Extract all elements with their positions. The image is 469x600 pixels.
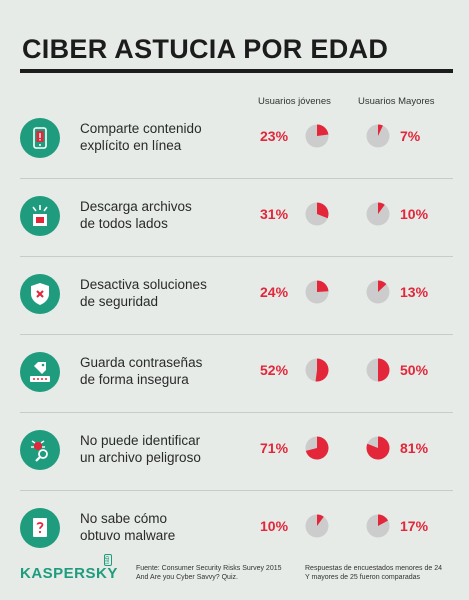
percent-old: 17% — [400, 518, 429, 534]
pie-young — [305, 124, 329, 148]
row-label-line1: Comparte contenido — [80, 121, 202, 136]
bug-search-icon — [20, 430, 60, 470]
percent-old: 50% — [400, 362, 429, 378]
stat-row-disable-security: Desactiva soluciones de seguridad 24% 13… — [20, 256, 453, 334]
pie-old — [366, 124, 390, 148]
stat-row-insecure-passwords: Guarda contraseñas de forma insegura 52%… — [20, 334, 453, 412]
percent-young: 24% — [260, 284, 289, 300]
percent-young: 52% — [260, 362, 289, 378]
pie-young — [305, 514, 329, 538]
pie-slice — [305, 436, 329, 460]
pie-old — [366, 358, 390, 382]
pie-slice — [378, 280, 387, 292]
column-header-old: Usuarios Mayores — [358, 96, 435, 107]
pie-young — [305, 280, 329, 304]
percent-young: 31% — [260, 206, 289, 222]
percent-old: 81% — [400, 440, 429, 456]
pie-old — [366, 514, 390, 538]
row-label: Desactiva soluciones de seguridad — [80, 276, 250, 310]
row-divider — [20, 490, 453, 491]
pie-young — [305, 436, 329, 460]
row-label-line1: Descarga archivos — [80, 199, 192, 214]
row-label: Comparte contenido explícito en línea — [80, 120, 250, 154]
note-line2: Y mayores de 25 fueron comparadas — [305, 574, 421, 581]
kaspersky-logo: KASPERSKY — [20, 565, 118, 582]
password-tag-icon — [20, 352, 60, 392]
source-note: Fuente: Consumer Security Risks Survey 2… — [136, 564, 286, 582]
question-file-icon — [20, 508, 60, 548]
percent-young: 71% — [260, 440, 289, 456]
pie-old — [366, 436, 390, 460]
row-label-line2: de seguridad — [80, 294, 159, 309]
pie-young — [305, 358, 329, 382]
percent-old: 10% — [400, 206, 429, 222]
methodology-note: Respuestas de encuestados menores de 24 … — [305, 564, 455, 582]
stat-row-download-files: Descarga archivos de todos lados 31% 10% — [20, 178, 453, 256]
pie-slice — [378, 514, 389, 526]
source-line1: Fuente: Consumer Security Risks Survey 2… — [136, 565, 282, 572]
pie-slice — [315, 358, 329, 382]
row-label: Descarga archivos de todos lados — [80, 198, 250, 232]
row-divider — [20, 334, 453, 335]
percent-old: 7% — [400, 128, 421, 144]
pie-slice — [366, 436, 390, 460]
row-label-line1: No puede identificar — [80, 433, 201, 448]
title-underline — [20, 69, 453, 73]
pie-slice — [378, 124, 383, 136]
pie-slice — [317, 280, 329, 292]
phone-alert-icon — [20, 118, 60, 158]
stat-row-share-content: Comparte contenido explícito en línea 23… — [20, 100, 453, 178]
row-label-line2: un archivo peligroso — [80, 450, 201, 465]
shield-x-icon — [20, 274, 60, 314]
row-divider — [20, 256, 453, 257]
pie-old — [366, 280, 390, 304]
row-divider — [20, 178, 453, 179]
row-label-line1: No sabe cómo — [80, 511, 168, 526]
column-header-young: Usuarios jóvenes — [258, 96, 331, 107]
row-divider — [20, 412, 453, 413]
pie-slice — [378, 358, 390, 382]
pie-slice — [317, 124, 329, 136]
stat-row-malware-source: No sabe cómo obtuvo malware 10% 17% — [20, 490, 453, 568]
row-label: No sabe cómo obtuvo malware — [80, 510, 250, 544]
percent-old: 13% — [400, 284, 429, 300]
download-file-icon — [20, 196, 60, 236]
percent-young: 23% — [260, 128, 289, 144]
pie-old — [366, 202, 390, 226]
page-title: CIBER ASTUCIA POR EDAD — [22, 34, 389, 64]
pie-slice — [317, 514, 324, 526]
row-label: Guarda contraseñas de forma insegura — [80, 354, 250, 388]
stat-row-identify-dangerous-file: No puede identificar un archivo peligros… — [20, 412, 453, 490]
row-label-line1: Desactiva soluciones — [80, 277, 207, 292]
row-label-line2: de todos lados — [80, 216, 168, 231]
percent-young: 10% — [260, 518, 289, 534]
row-label-line1: Guarda contraseñas — [80, 355, 203, 370]
source-line2: And Are you Cyber Savvy? Quiz. — [136, 574, 238, 581]
row-label-line2: obtuvo malware — [80, 528, 176, 543]
pie-young — [305, 202, 329, 226]
logo-badge: lab — [104, 553, 112, 566]
row-label: No puede identificar un archivo peligros… — [80, 432, 250, 466]
row-label-line2: de forma insegura — [80, 372, 189, 387]
row-label-line2: explícito en línea — [80, 138, 182, 153]
note-line1: Respuestas de encuestados menores de 24 — [305, 565, 442, 572]
pie-slice — [378, 202, 385, 214]
pie-slice — [317, 202, 329, 219]
